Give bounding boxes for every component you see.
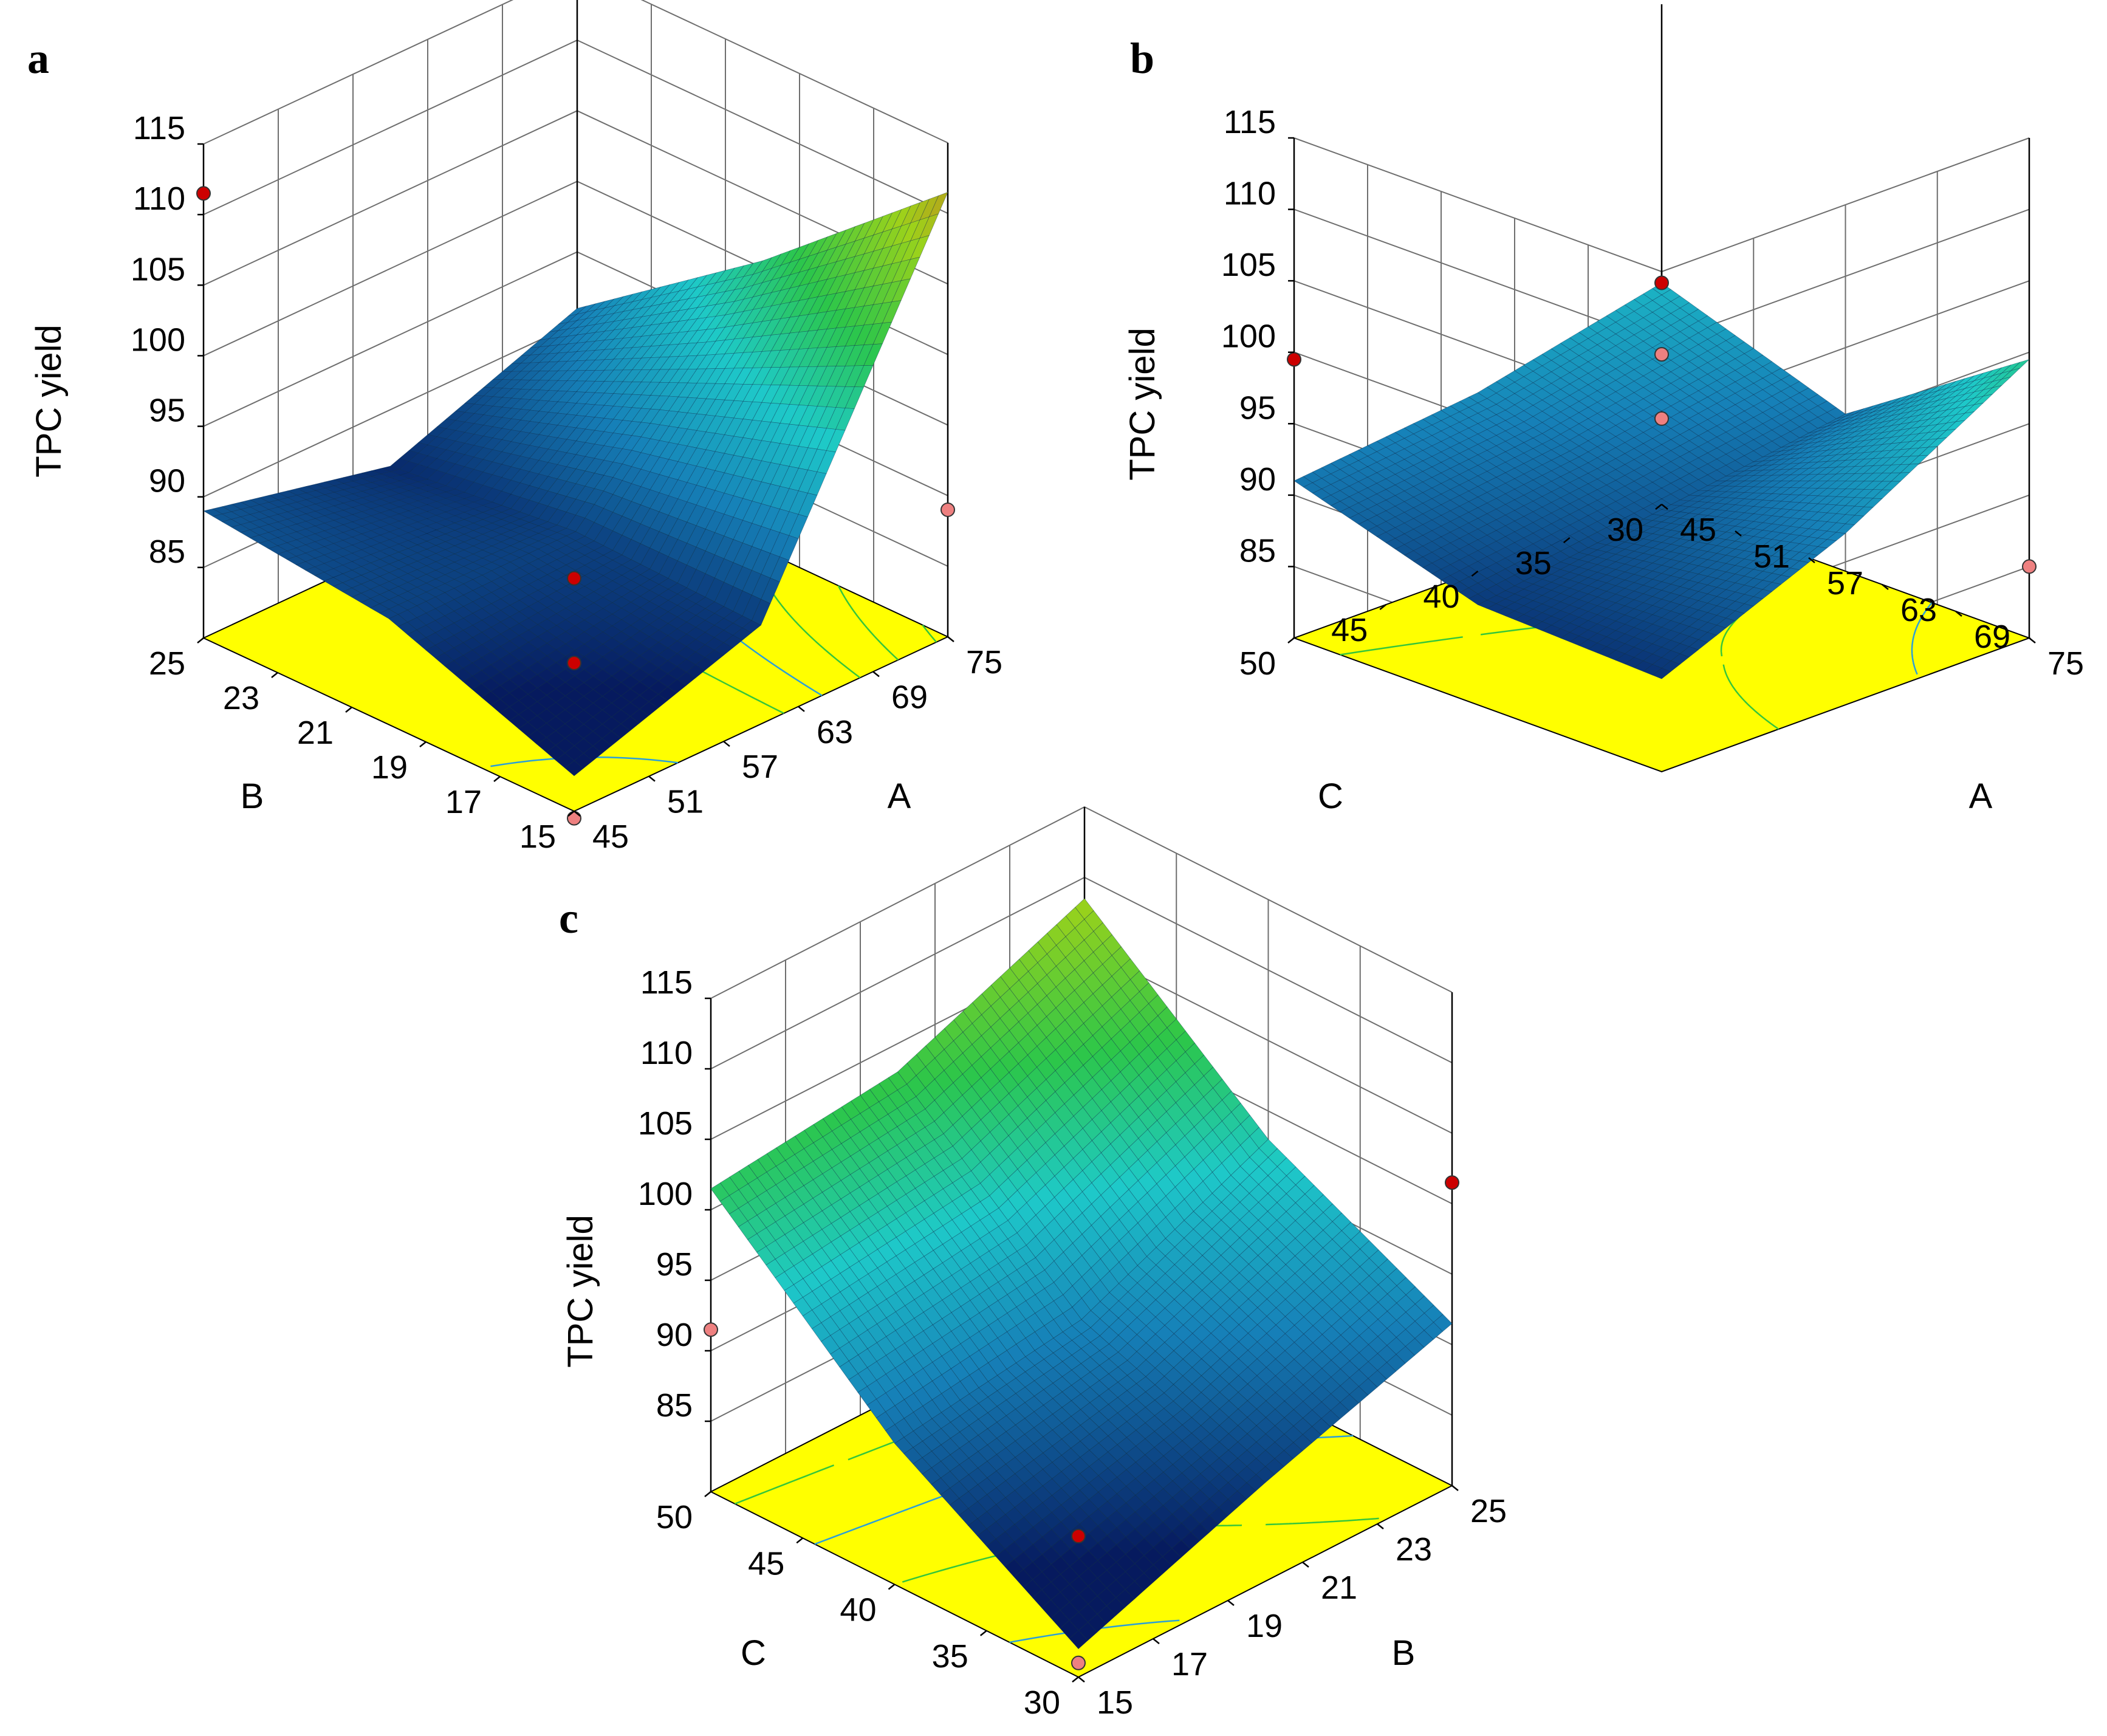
z-tick-label: 115 <box>133 110 185 146</box>
contour-line <box>922 624 937 643</box>
design-point <box>940 502 955 517</box>
z-tick-label: 95 <box>1239 389 1276 426</box>
z-tick-label: 105 <box>131 251 185 287</box>
design-point <box>1654 347 1669 362</box>
z-gridline <box>203 0 948 145</box>
y-tick-label: 45 <box>1331 612 1368 648</box>
z-tick-label: 100 <box>131 321 185 358</box>
z-tick-label: 115 <box>1224 104 1276 140</box>
design-point <box>567 811 581 826</box>
axis-ticks: 85 90 95 100 105 110 115 45 51 57 63 69 75 15 17 19 21 23… <box>131 110 1002 855</box>
design-point <box>1654 275 1669 290</box>
design-point <box>567 571 581 586</box>
y-tick <box>419 741 427 747</box>
y-tick-label: 17 <box>445 784 482 820</box>
x-tick-label: 75 <box>2047 645 2084 682</box>
x-tick <box>2029 637 2036 643</box>
y-tick-label: 40 <box>1423 578 1459 615</box>
x-tick-label: 69 <box>1974 619 2010 655</box>
z-axis-label: TPC yield <box>29 324 69 477</box>
x-tick <box>574 811 581 817</box>
y-tick <box>1287 637 1295 643</box>
panel-b: 85 90 95 100 105 110 115 45 51 57 63 69 75 30 35 40 45 50… <box>1123 4 2084 816</box>
y-axis-label: C <box>1318 777 1343 816</box>
response-surface <box>1293 283 2030 679</box>
x-tick-label: 63 <box>817 714 853 750</box>
z-axis-label: TPC yield <box>1123 328 1162 480</box>
x-tick-label: 45 <box>1680 512 1716 548</box>
y-tick-label: 35 <box>1515 545 1552 582</box>
x-tick <box>947 636 954 642</box>
x-tick <box>723 741 730 747</box>
panel-letter: b <box>1130 34 1154 83</box>
x-tick-label: 75 <box>966 644 1002 681</box>
panel-c: 8590951001051101151517192123253035404550… <box>559 806 1507 1721</box>
y-axis-label: B <box>241 777 264 816</box>
y-tick-label: 50 <box>1239 645 1276 682</box>
z-tick-label: 90 <box>1239 461 1276 498</box>
y-tick <box>493 776 501 782</box>
y-tick-label: 25 <box>149 645 185 682</box>
z-tick-label: 110 <box>1224 176 1276 212</box>
x-tick-label: 63 <box>1900 592 1937 628</box>
x-tick-label: 57 <box>1827 565 1863 602</box>
contour-line <box>837 585 899 660</box>
x-tick-label: 51 <box>1753 538 1790 575</box>
y-tick-label: 23 <box>223 680 259 716</box>
y-tick <box>567 811 575 817</box>
y-tick <box>345 707 352 713</box>
y-tick-label: 21 <box>297 715 334 751</box>
design-point <box>1654 411 1669 426</box>
y-tick <box>271 672 278 678</box>
y-tick-label: 15 <box>519 818 556 855</box>
design-points <box>196 186 955 826</box>
z-tick-label: 90 <box>149 463 185 499</box>
x-tick <box>798 705 805 712</box>
panel-letter: a <box>27 34 49 83</box>
surface-patch <box>564 760 584 777</box>
x-tick-label: 45 <box>592 818 629 855</box>
response-surface <box>203 191 948 777</box>
design-point <box>2022 559 2037 574</box>
z-tick-label: 95 <box>149 393 185 429</box>
design-point <box>567 656 581 671</box>
y-tick-label: 19 <box>371 749 408 786</box>
x-tick-label: 51 <box>667 784 704 820</box>
z-tick-label: 85 <box>149 533 185 570</box>
z-tick-label: 85 <box>1239 532 1276 569</box>
design-point <box>1287 352 1301 367</box>
design-point <box>196 186 211 201</box>
x-tick <box>872 671 880 678</box>
x-tick-label: 69 <box>891 679 928 715</box>
x-tick-label: 57 <box>742 749 778 785</box>
panel-a: 85 90 95 100 105 110 115 45 51 57 63 69 75 15 17 19 21 23… <box>27 0 1002 855</box>
x-axis-label: A <box>888 777 911 816</box>
y-tick-label: 30 <box>1607 512 1643 548</box>
x-axis-label: A <box>1969 777 1993 816</box>
z-tick-label: 110 <box>133 180 185 217</box>
z-tick-label: 100 <box>1221 318 1276 355</box>
x-tick <box>648 775 656 782</box>
y-tick <box>197 637 204 643</box>
design-point <box>704 1322 718 1337</box>
z-tick-label: 105 <box>1221 247 1276 283</box>
